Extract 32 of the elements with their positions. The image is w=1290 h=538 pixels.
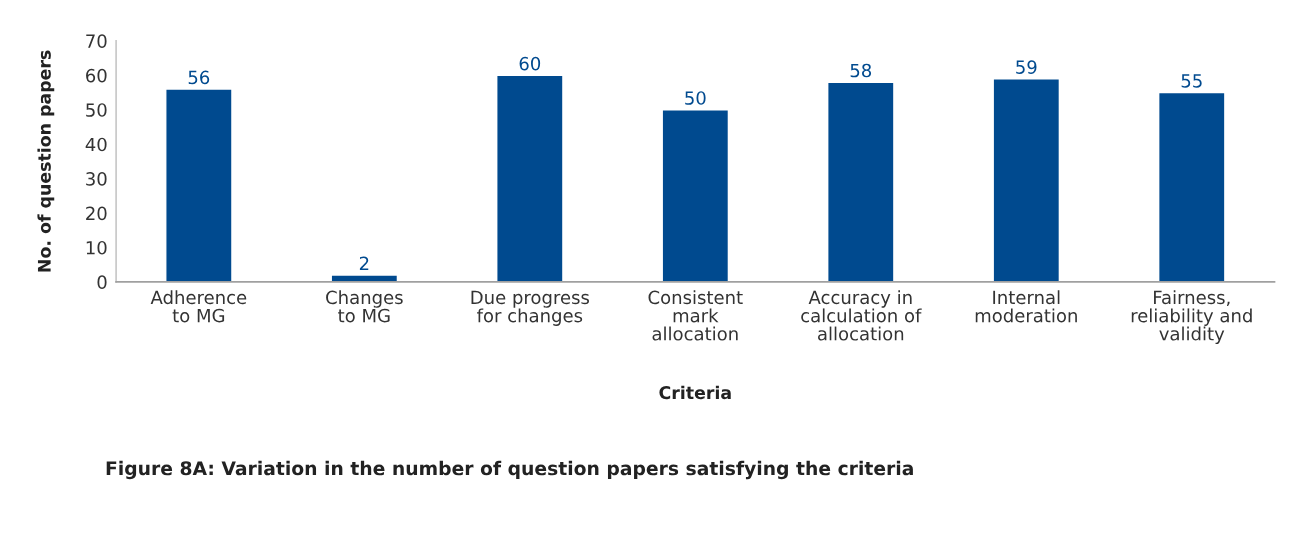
x-tick-label: Changes to MG [326,290,403,323]
bar [330,274,399,282]
y-tick-label: 70 [86,34,107,48]
bar [992,78,1061,282]
x-tick-label: Due progress for changes [471,290,589,326]
data-label: 2 [359,256,369,270]
x-tick-label: Consistent mark allocation [648,290,743,341]
bar [827,81,895,282]
data-label: 59 [1016,60,1037,74]
caption: Figure 8A: Variation in the number of question papers satisfying the criteria [106,460,913,480]
x-tick-label: Accuracy in calculation of allocation [801,290,922,341]
bar [661,109,730,282]
y-axis-title: No. of question papers [37,50,55,272]
data-label: 58 [850,63,872,78]
data-label: 55 [1181,74,1202,88]
y-tick-label: 30 [86,172,107,186]
data-label: 50 [685,91,706,105]
y-tick-label: 10 [86,240,107,255]
x-axis-title: Criteria [659,385,731,400]
y-tick-label: 40 [85,137,107,152]
bar [165,88,233,282]
x-tick-label: Fairness, reliability and validity [1131,290,1252,345]
x-tick-label: Internal moderation [975,290,1077,323]
y-tick-label: 60 [86,68,107,83]
y-tick-label: 20 [86,206,107,221]
y-tick-label: 0 [97,275,107,290]
y-tick-label: 50 [86,103,107,117]
data-label: 56 [188,70,210,85]
x-tick-label: Adherence to MG [150,290,247,323]
data-label: 60 [519,56,541,71]
bar [1157,91,1226,282]
bar [496,74,564,282]
